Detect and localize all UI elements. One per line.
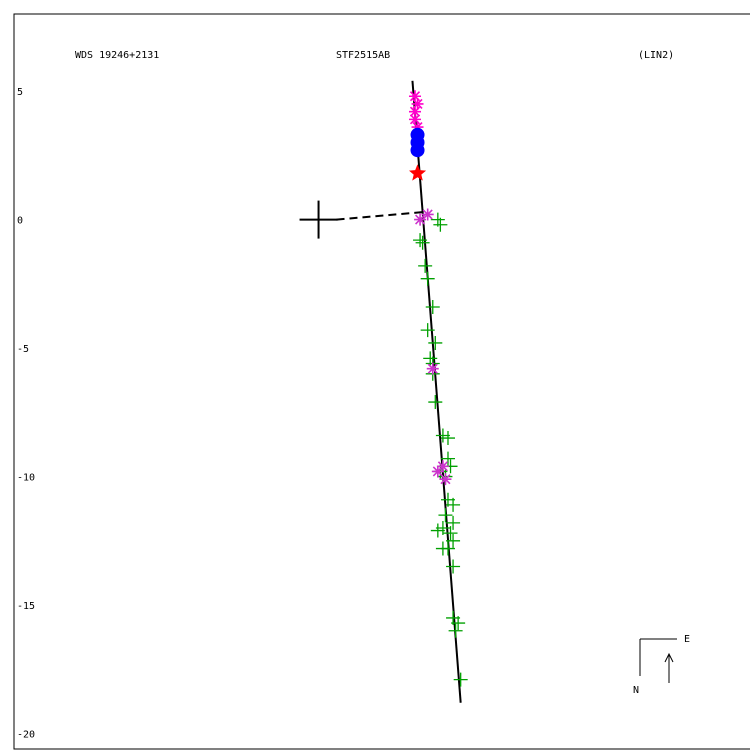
point-plus-0-5: [420, 271, 435, 286]
header-center-label: STF2515AB: [336, 50, 390, 61]
point-plus-0-29: [446, 559, 461, 574]
plus-mark: [428, 335, 443, 350]
point-asterisk-1-1: [414, 213, 427, 226]
point-plus-0-4: [418, 258, 433, 273]
plus-mark: [413, 233, 428, 248]
observation-marks: [408, 90, 468, 687]
plus-mark: [420, 323, 435, 338]
header-right-label: (LIN2): [638, 50, 674, 61]
point-plus-0-12: [428, 395, 443, 410]
asterisk-mark: [436, 460, 449, 473]
plot-frame: [13, 13, 750, 750]
plus-mark: [433, 217, 448, 232]
plus-mark: [428, 395, 443, 410]
y-tick-label-4: -15: [17, 601, 35, 612]
point-plus-0-14: [440, 431, 455, 446]
orbit-lines: [299, 80, 462, 703]
point-asterisk-1-5: [426, 362, 439, 375]
circle-mark: [410, 143, 425, 158]
asterisk-mark: [426, 362, 439, 375]
plus-mark: [451, 616, 466, 631]
plus-mark: [435, 541, 450, 556]
plus-mark: [443, 526, 458, 541]
plus-mark: [446, 497, 461, 512]
plus-mark: [453, 672, 468, 687]
point-asterisk-2-1: [411, 97, 424, 110]
plus-mark: [446, 559, 461, 574]
point-plus-0-3: [415, 235, 430, 250]
plus-mark: [448, 623, 463, 638]
point-filled-circle-3-2: [410, 143, 425, 158]
plus-mark: [440, 451, 455, 466]
point-asterisk-1-2: [431, 465, 444, 478]
point-plus-0-32: [448, 623, 463, 638]
plus-mark: [425, 299, 440, 314]
plus-mark: [415, 235, 430, 250]
plus-mark: [440, 431, 455, 446]
asterisk-mark: [408, 113, 421, 126]
plus-mark: [420, 271, 435, 286]
asterisk-mark: [411, 97, 424, 110]
point-plus-0-8: [428, 335, 443, 350]
motion-arrow-head: [664, 652, 674, 663]
plus-mark: [446, 515, 461, 530]
point-plus-0-31: [451, 616, 466, 631]
plus-mark: [418, 258, 433, 273]
y-tick-labels: 5 0 -5 -10 -15 -20: [17, 87, 35, 740]
point-star-4-0: [409, 164, 427, 181]
plus-mark: [438, 508, 453, 523]
star-mark: [409, 164, 427, 181]
compass-east-label: E: [684, 634, 690, 645]
point-plus-0-2: [413, 233, 428, 248]
header-left-label: WDS 19246+2131: [75, 50, 159, 61]
asterisk-mark: [431, 465, 444, 478]
plus-mark: [430, 523, 445, 538]
point-plus-0-33: [453, 672, 468, 687]
y-tick-label-3: -10: [17, 473, 35, 484]
point-asterisk-2-0: [408, 90, 421, 103]
plus-mark: [446, 533, 461, 548]
asterisk-mark: [411, 121, 424, 134]
point-plus-0-22: [446, 515, 461, 530]
point-plus-0-26: [446, 533, 461, 548]
asterisk-mark: [408, 105, 421, 118]
y-tick-label-2: -5: [17, 344, 29, 355]
point-plus-0-7: [420, 323, 435, 338]
asterisk-mark: [414, 213, 427, 226]
y-tick-label-5: -20: [17, 730, 35, 741]
asterisk-mark: [439, 473, 452, 486]
point-plus-0-21: [438, 508, 453, 523]
point-asterisk-2-3: [408, 113, 421, 126]
asterisk-mark: [408, 90, 421, 103]
orbit-line: [411, 80, 462, 703]
asterisk-mark: [421, 208, 434, 221]
compass: E N: [633, 634, 690, 696]
point-plus-0-24: [430, 523, 445, 538]
point-plus-0-28: [435, 541, 450, 556]
point-plus-0-1: [433, 217, 448, 232]
y-tick-label-0: 5: [17, 87, 23, 98]
point-plus-0-6: [425, 299, 440, 314]
y-tick-label-1: 0: [17, 216, 23, 227]
point-asterisk-2-4: [411, 121, 424, 134]
point-asterisk-1-4: [439, 473, 452, 486]
compass-north-label: N: [633, 685, 639, 696]
point-asterisk-2-2: [408, 105, 421, 118]
point-plus-0-20: [446, 497, 461, 512]
line-of-nodes: [336, 210, 426, 221]
point-asterisk-1-3: [436, 460, 449, 473]
point-asterisk-1-0: [421, 208, 434, 221]
point-plus-0-15: [440, 451, 455, 466]
point-plus-0-25: [443, 526, 458, 541]
